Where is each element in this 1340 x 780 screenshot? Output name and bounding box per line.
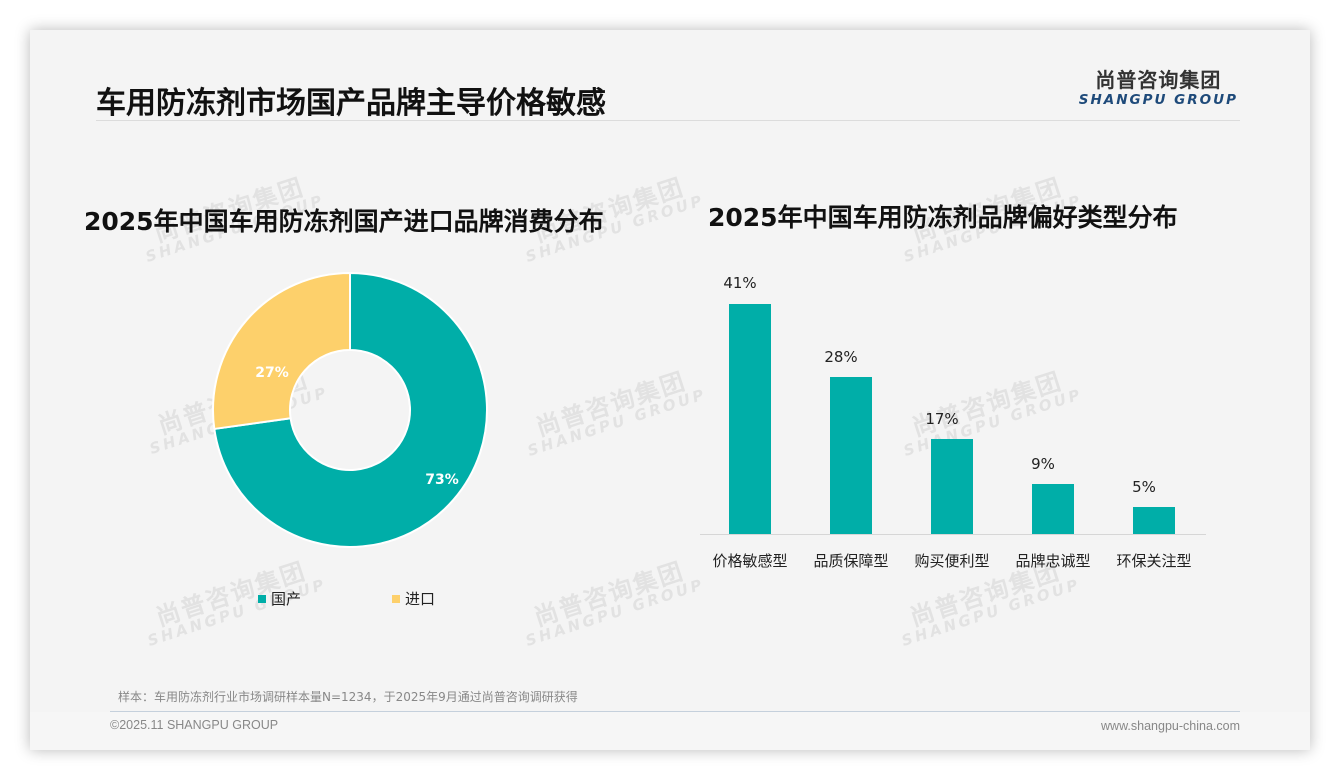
sample-note: 样本：车用防冻剂行业市场调研样本量N=1234，于2025年9月通过尚普咨询调研…: [118, 690, 578, 704]
category-label: 购买便利型: [914, 552, 990, 570]
bar-value-label: 9%: [1031, 455, 1055, 473]
bar-price-sensitive[interactable]: [729, 304, 771, 534]
logo-en-text: SHANGPU GROUP: [1078, 92, 1238, 108]
website-link[interactable]: www.shangpu-china.com: [1101, 719, 1240, 733]
bar-value-label: 17%: [925, 410, 959, 428]
footer-band: [30, 712, 1310, 750]
legend-label: 进口: [405, 590, 436, 608]
slide: 车用防冻剂市场国产品牌主导价格敏感 尚普咨询集团 SHANGPU GROUP 尚…: [30, 30, 1310, 750]
category-label: 环保关注型: [1116, 552, 1192, 570]
logo-cn-text: 尚普咨询集团: [1095, 68, 1222, 92]
bar-brand-loyalty[interactable]: [1032, 484, 1074, 534]
company-logo: 尚普咨询集团 SHANGPU GROUP: [1079, 64, 1238, 108]
x-axis-line: [700, 534, 1206, 535]
page-title: 车用防冻剂市场国产品牌主导价格敏感: [96, 86, 606, 121]
title-divider: [96, 120, 1240, 121]
bar-eco-concern[interactable]: [1133, 507, 1175, 534]
category-label: 价格敏感型: [712, 552, 788, 570]
category-label: 品牌忠诚型: [1015, 552, 1091, 570]
domestic-percent-label: 73%: [425, 472, 459, 488]
legend-swatch: [392, 594, 400, 603]
legend-item-import: 进口: [392, 588, 435, 609]
legend-label: 国产: [271, 590, 302, 608]
right-chart-title: 2025年中国车用防冻剂品牌偏好类型分布: [708, 203, 1178, 232]
bar-chart: 41% 价格敏感型 28% 品质保障型 17% 购买便利型 9% 品牌忠诚型 5…: [700, 270, 1206, 600]
donut-slice-domestic[interactable]: [213, 272, 488, 548]
donut-slice-import[interactable]: [212, 272, 351, 431]
legend-swatch: [258, 594, 266, 603]
bar-purchase-convenience[interactable]: [931, 439, 973, 534]
copyright-text: ©2025.11 SHANGPU GROUP: [110, 718, 279, 732]
footer-divider: [110, 711, 1240, 712]
left-chart-title: 2025年中国车用防冻剂国产进口品牌消费分布: [84, 207, 604, 236]
category-label: 品质保障型: [813, 552, 889, 570]
donut-chart: 73% 27%: [212, 272, 488, 548]
bar-quality-assurance[interactable]: [830, 377, 872, 534]
bar-value-label: 41%: [723, 274, 757, 292]
legend-item-domestic: 国产: [258, 588, 301, 609]
bar-value-label: 5%: [1132, 478, 1156, 496]
import-percent-label: 27%: [255, 365, 289, 381]
bar-value-label: 28%: [824, 348, 858, 366]
